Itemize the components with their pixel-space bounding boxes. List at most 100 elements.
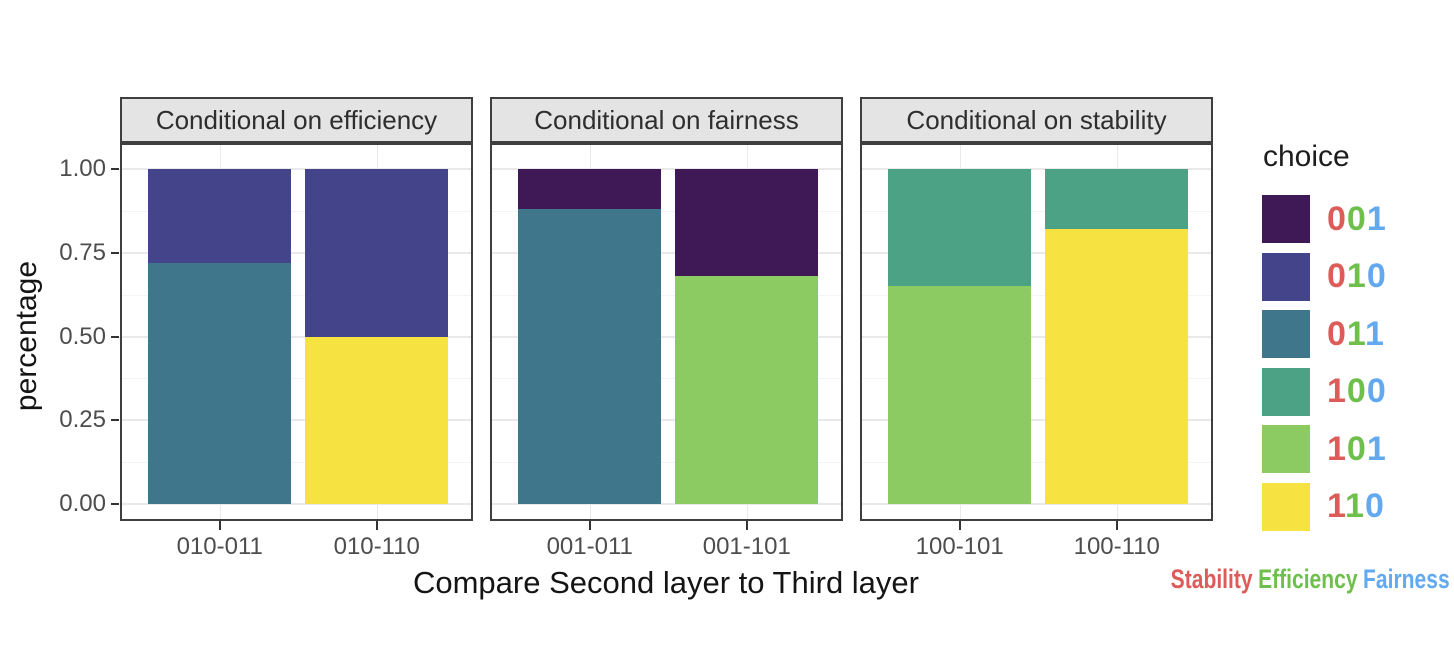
y-tick-label: 0.00 xyxy=(59,490,106,517)
gridline-minor xyxy=(862,378,1211,380)
legend-label-digit: 1 xyxy=(1366,429,1387,468)
legend-label-digit: 0 xyxy=(1366,257,1387,295)
legend-label-digit: 0 xyxy=(1346,429,1367,468)
legend-entry: 100 xyxy=(1262,367,1387,416)
legend-label-digit: 1 xyxy=(1346,257,1367,295)
legend-label-digit: 1 xyxy=(1346,314,1365,353)
bar-segment-choice-010 xyxy=(305,169,449,337)
facet-panel xyxy=(860,143,1213,521)
legend-label-digit: 0 xyxy=(1327,314,1347,353)
gridline-minor xyxy=(122,210,471,212)
gridline-major xyxy=(862,503,1211,505)
x-axis-tick xyxy=(958,521,961,530)
gridline-major xyxy=(492,335,841,338)
gridline-minor xyxy=(492,378,841,380)
bar-segment-choice-100 xyxy=(1045,169,1189,230)
footer-word: Fairness xyxy=(1363,564,1450,594)
gridline-minor xyxy=(862,210,1211,212)
y-axis-tick xyxy=(111,168,119,170)
facet-strip: Conditional on fairness xyxy=(490,97,843,143)
legend-entry: 010 xyxy=(1262,252,1387,301)
legend-swatch xyxy=(1262,425,1310,473)
gridline-major xyxy=(862,335,1211,338)
legend-label: 100 xyxy=(1327,372,1387,411)
x-axis-tick xyxy=(1115,521,1118,530)
legend-label-digit: 0 xyxy=(1327,257,1347,295)
x-axis-title: Compare Second layer to Third layer xyxy=(412,565,919,600)
y-axis-tick xyxy=(111,335,119,338)
gridline-minor xyxy=(492,210,841,212)
gridline-major xyxy=(492,251,841,254)
bar-segment-choice-101 xyxy=(888,286,1032,504)
legend-swatch xyxy=(1262,195,1310,243)
facet-title: Conditional on efficiency xyxy=(155,104,438,135)
legend-label-digit: 1 xyxy=(1364,314,1385,353)
x-axis-tick xyxy=(375,521,378,530)
legend-label: 010 xyxy=(1327,257,1387,296)
bar-segment-choice-110 xyxy=(1045,229,1189,504)
gridline-major xyxy=(122,419,471,422)
gridline-minor xyxy=(862,294,1211,296)
gridline-major xyxy=(122,503,471,505)
legend-label: 001 xyxy=(1327,200,1387,239)
facet-panel xyxy=(490,143,843,521)
x-tick-label: 100-101 xyxy=(915,533,1004,560)
footer-word: Stability xyxy=(1171,564,1253,594)
legend-label: 110 xyxy=(1327,487,1385,526)
gridline-major xyxy=(122,335,471,338)
legend-swatch xyxy=(1262,367,1310,416)
facet-panel xyxy=(120,143,473,521)
legend-label-digit: 0 xyxy=(1364,487,1385,525)
legend-label-digit: 1 xyxy=(1327,429,1347,468)
gridline-minor xyxy=(862,462,1211,464)
x-axis-tick xyxy=(745,521,748,530)
gridline-major xyxy=(862,251,1211,254)
gridline-major xyxy=(122,251,471,254)
gridline-minor xyxy=(122,294,471,296)
bar-segment-choice-100 xyxy=(888,169,1032,287)
x-tick-label: 100-110 xyxy=(1073,533,1160,560)
legend-label: 101 xyxy=(1327,430,1387,469)
x-tick-label: 010-011 xyxy=(176,533,263,560)
x-tick-label: 001-011 xyxy=(546,533,633,560)
legend-entry: 110 xyxy=(1262,482,1385,531)
legend-label-digit: 0 xyxy=(1346,199,1367,238)
bar-segment-choice-001 xyxy=(675,169,819,277)
legend-label-digit: 0 xyxy=(1327,199,1347,238)
gridline-major xyxy=(862,419,1211,422)
x-axis-tick xyxy=(588,521,591,530)
gridline-major xyxy=(492,419,841,422)
footer-word: Efficiency xyxy=(1258,564,1358,594)
gridline-major xyxy=(492,503,841,505)
facet-strip: Conditional on efficiency xyxy=(120,97,473,143)
y-tick-label: 0.75 xyxy=(59,238,106,266)
gridline-major xyxy=(122,168,471,170)
facet-strip: Conditional on stability xyxy=(860,97,1213,143)
footer-annotation: Stability Efficiency Fairness xyxy=(1166,563,1450,595)
facet-title: Conditional on stability xyxy=(906,104,1167,135)
gridline-minor xyxy=(122,462,471,464)
gridline-major xyxy=(492,168,841,170)
legend-entry: 001 xyxy=(1262,195,1387,243)
bar-segment-choice-011 xyxy=(518,209,662,504)
y-axis-tick xyxy=(111,503,119,505)
y-axis-tick xyxy=(111,251,119,254)
gridline-major xyxy=(862,168,1211,170)
x-tick-label: 010-110 xyxy=(333,533,420,560)
legend-swatch xyxy=(1262,310,1310,358)
bar-segment-choice-010 xyxy=(148,169,292,263)
legend-swatch xyxy=(1262,482,1310,531)
legend-label-digit: 0 xyxy=(1366,372,1387,410)
legend-label-digit: 1 xyxy=(1345,487,1365,525)
bar-segment-choice-110 xyxy=(305,336,449,504)
legend-label-digit: 1 xyxy=(1327,372,1347,410)
legend-entry: 101 xyxy=(1262,425,1387,473)
y-tick-label: 0.25 xyxy=(59,406,106,434)
gridline-minor xyxy=(492,462,841,464)
bar-segment-choice-011 xyxy=(148,262,292,504)
legend-swatch xyxy=(1262,252,1310,301)
x-tick-label: 001-101 xyxy=(702,533,791,560)
x-axis-tick xyxy=(218,521,221,530)
legend-title: choice xyxy=(1263,140,1350,173)
